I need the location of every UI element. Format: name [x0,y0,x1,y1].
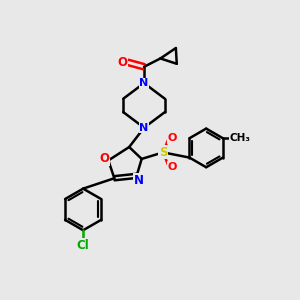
Text: O: O [167,133,177,143]
Text: CH₃: CH₃ [230,133,250,143]
Text: N: N [140,78,149,88]
Text: O: O [117,56,128,69]
Text: N: N [134,174,144,187]
Text: S: S [159,146,167,159]
Text: Cl: Cl [77,238,89,252]
Text: N: N [140,123,149,133]
Text: O: O [167,162,177,172]
Text: O: O [99,152,109,165]
